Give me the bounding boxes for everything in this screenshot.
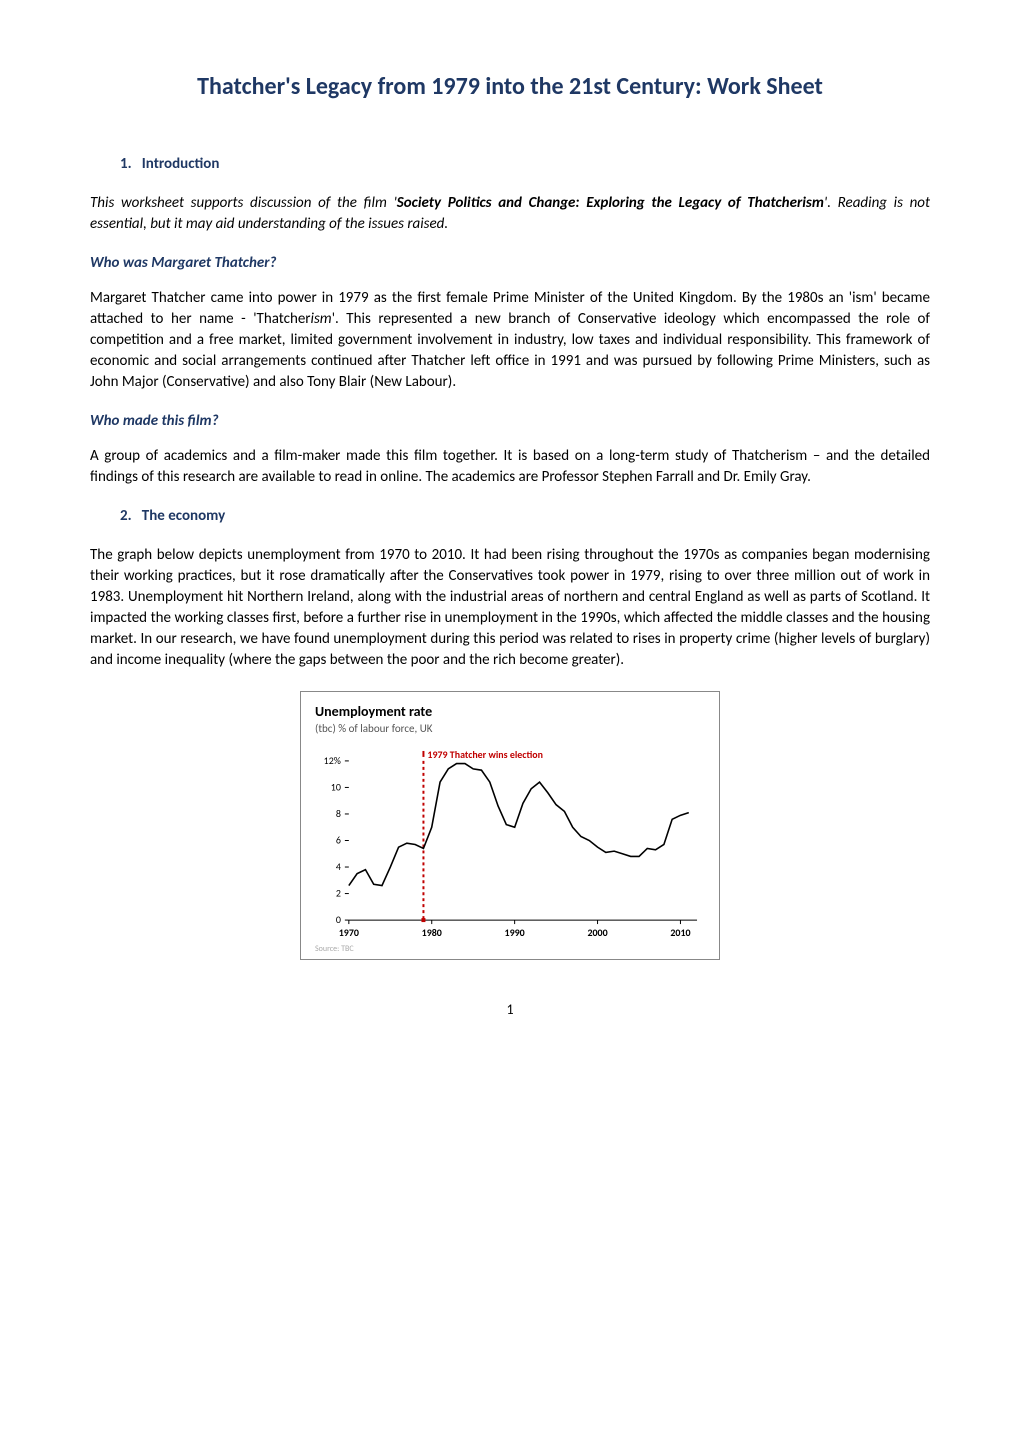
who-thatcher-heading: Who was Margaret Thatcher? <box>90 253 930 274</box>
svg-text:2010: 2010 <box>670 927 690 939</box>
svg-text:6: 6 <box>336 834 341 846</box>
who-film-text: A group of academics and a film-maker ma… <box>90 446 930 488</box>
section-2-number: 2. <box>120 507 132 525</box>
svg-text:2: 2 <box>336 887 341 899</box>
svg-text:1990: 1990 <box>505 927 525 939</box>
chart-subtitle: (tbc) % of labour force, UK <box>315 721 705 736</box>
svg-text:2000: 2000 <box>587 927 607 939</box>
section-1-number: 1. <box>120 155 132 173</box>
page-number: 1 <box>90 1000 930 1020</box>
section-2-heading: 2. The economy <box>120 506 930 527</box>
chart-title: Unemployment rate <box>315 702 705 722</box>
page-title: Thatcher's Legacy from 1979 into the 21s… <box>90 70 930 104</box>
economy-text: The graph below depicts unemployment fro… <box>90 545 930 671</box>
chart-svg: 0 2 4 6 8 10 12% 1970 1980 1990 2000 2010 1979 Thatc… <box>315 743 705 942</box>
svg-text:8: 8 <box>336 808 341 820</box>
svg-text:1980: 1980 <box>422 927 442 939</box>
svg-text:4: 4 <box>336 861 341 873</box>
unemployment-chart: Unemployment rate (tbc) % of labour forc… <box>300 691 720 960</box>
intro-lead-text: This worksheet supports discussion of th… <box>90 194 930 233</box>
chart-source: Source: TBC <box>315 944 705 955</box>
section-1-label: Introduction <box>142 155 220 173</box>
who-thatcher-text: Margaret Thatcher came into power in 197… <box>90 288 930 393</box>
svg-text:10: 10 <box>331 781 341 793</box>
who-film-heading: Who made this film? <box>90 411 930 432</box>
intro-lead-paragraph: This worksheet supports discussion of th… <box>90 193 930 235</box>
svg-text:12%: 12% <box>324 754 341 766</box>
section-2-label: The economy <box>142 507 225 525</box>
svg-text:1970: 1970 <box>339 927 359 939</box>
svg-text:0: 0 <box>336 914 341 926</box>
section-1-heading: 1. Introduction <box>120 154 930 175</box>
svg-text:1979 Thatcher wins election: 1979 Thatcher wins election <box>427 749 543 761</box>
